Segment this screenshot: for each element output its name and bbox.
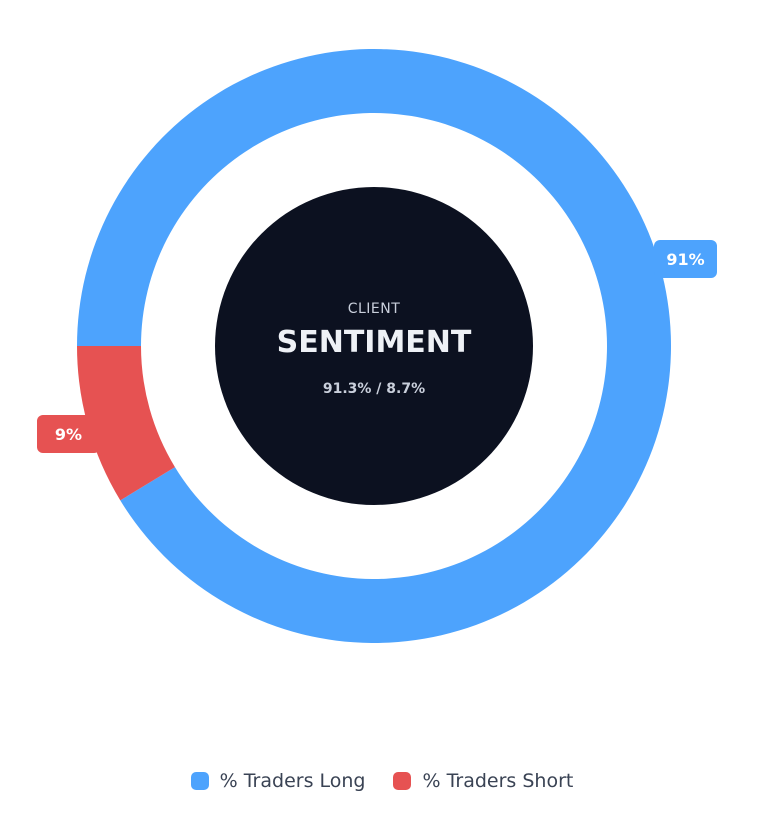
legend-swatch-short: [393, 772, 412, 790]
legend-item-long[interactable]: % Traders Long: [190, 770, 366, 792]
legend-label-short: % Traders Short: [422, 770, 574, 792]
legend-item-short[interactable]: % Traders Short: [393, 770, 573, 792]
slice-label-badge: [654, 240, 717, 278]
slice-label-text: 9%: [55, 425, 82, 444]
legend-swatch-long: [190, 772, 209, 790]
legend-label-long: % Traders Long: [219, 770, 366, 792]
slice-label-text: 91%: [666, 250, 704, 269]
slice-label-long: 91%: [654, 240, 717, 278]
slice-label-short: 9%: [37, 415, 100, 453]
donut-slices: [77, 48, 671, 643]
center-ratio: 91.3% / 8.7%: [323, 381, 425, 397]
slice-short[interactable]: [77, 346, 175, 501]
donut-chart: CLIENT SENTIMENT 91.3% / 8.7% 91% 9%: [37, 48, 717, 643]
center-title: SENTIMENT: [277, 325, 472, 360]
center-disc: [215, 187, 533, 505]
slice-label-badge: [37, 415, 100, 453]
slice-labels: 91% 9%: [37, 240, 717, 453]
legend: % Traders Long % Traders Short: [0, 770, 764, 792]
center-kicker: CLIENT: [348, 301, 401, 317]
